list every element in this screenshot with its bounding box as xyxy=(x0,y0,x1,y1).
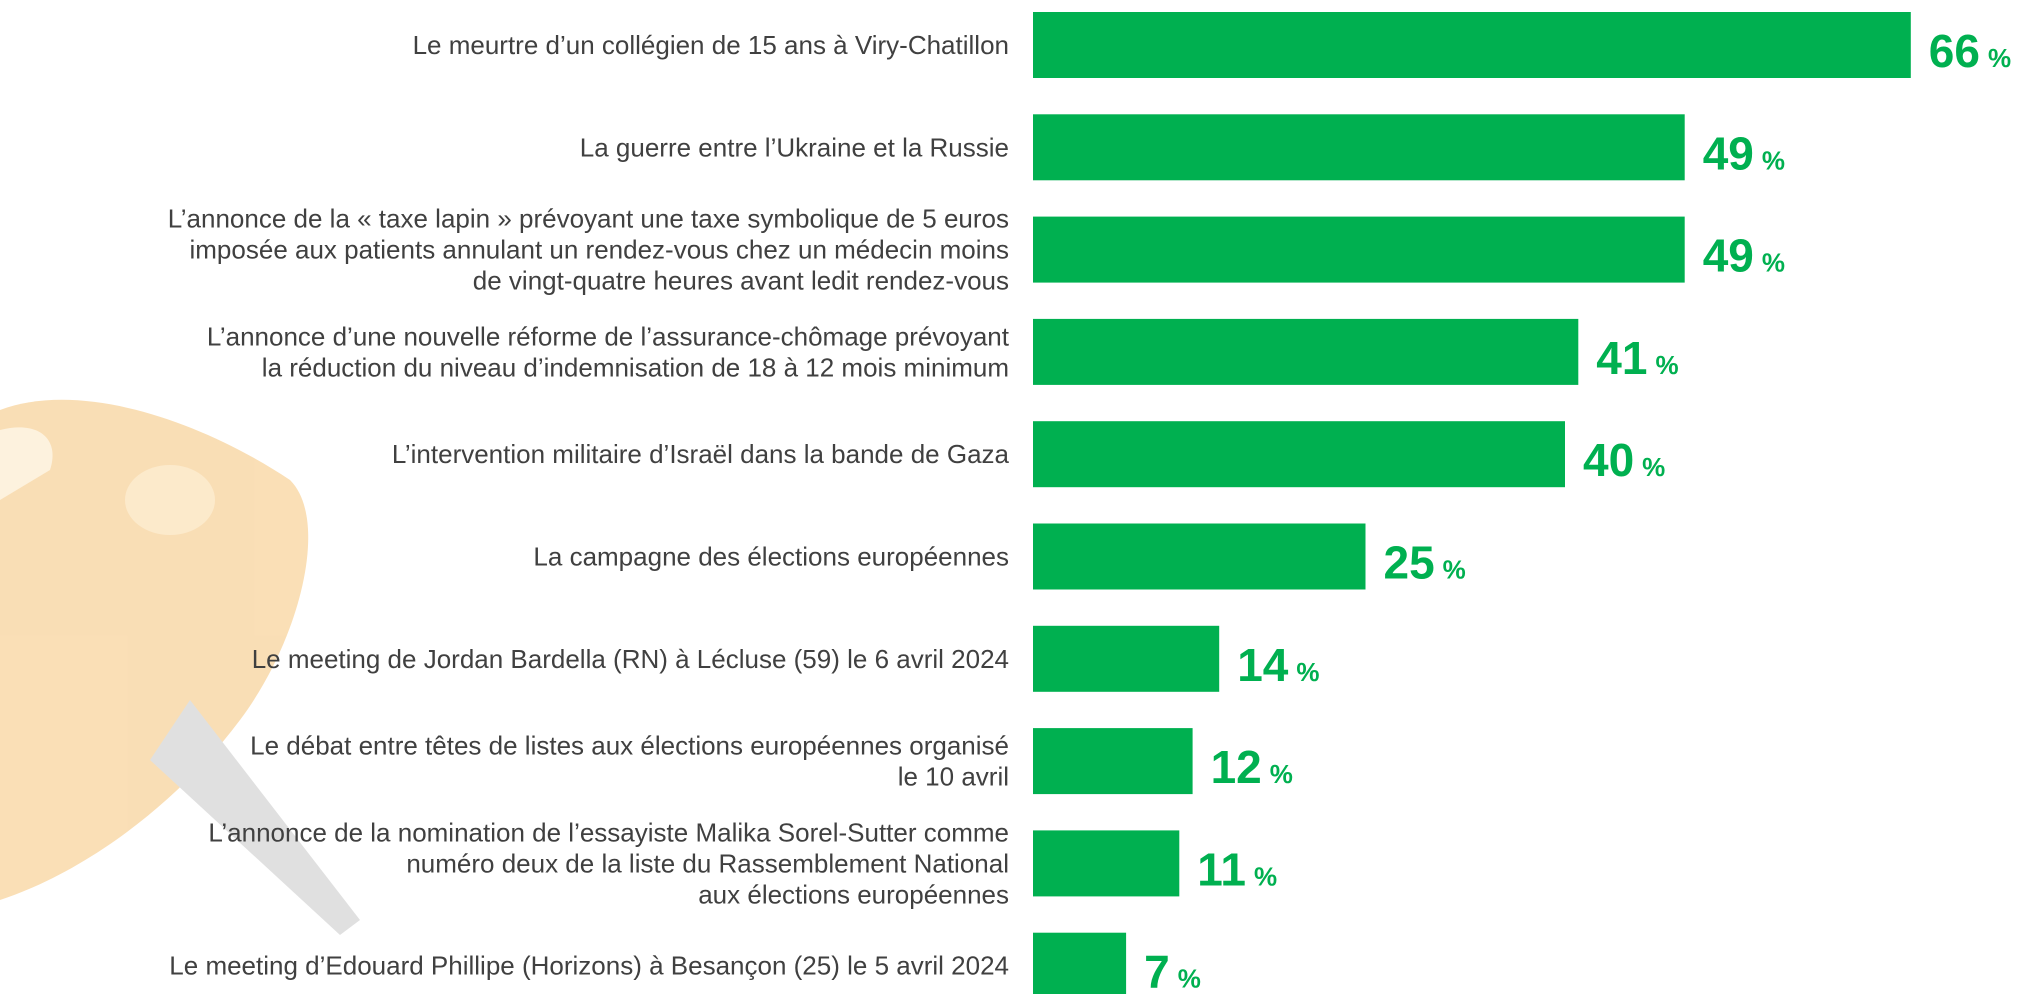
value-unit: % xyxy=(1178,964,1201,994)
background-decoration xyxy=(0,399,360,935)
value-number: 14 xyxy=(1237,639,1289,691)
category-label: La campagne des élections européennes xyxy=(533,542,1009,572)
bar xyxy=(1033,830,1180,897)
category-label: de vingt-quatre heures avant ledit rende… xyxy=(473,266,1009,296)
category-label: aux élections européennes xyxy=(698,879,1009,909)
value-label: 25% xyxy=(1384,537,1466,589)
category-label: Le meeting de Jordan Bardella (RN) à Léc… xyxy=(252,644,1009,674)
category-label: L’annonce d’une nouvelle réforme de l’as… xyxy=(207,321,1010,351)
bar xyxy=(1033,523,1366,590)
bar xyxy=(1033,114,1685,181)
value-label: 14% xyxy=(1237,639,1319,691)
bar xyxy=(1033,318,1579,385)
bar xyxy=(1033,728,1193,795)
value-number: 25 xyxy=(1384,537,1435,589)
category-label: Le meurtre d’un collégien de 15 ans à Vi… xyxy=(413,30,1009,60)
bar xyxy=(1033,12,1911,78)
value-label: 11% xyxy=(1197,843,1277,895)
value-unit: % xyxy=(1296,657,1319,687)
category-label: Le meeting d’Edouard Phillipe (Horizons)… xyxy=(169,951,1009,981)
value-label: 41% xyxy=(1596,332,1678,384)
category-label: imposée aux patients annulant un rendez-… xyxy=(190,235,1010,265)
value-unit: % xyxy=(1762,145,1785,175)
value-number: 11 xyxy=(1197,843,1246,895)
value-label: 40% xyxy=(1583,434,1665,486)
category-label: L’intervention militaire d’Israël dans l… xyxy=(392,439,1010,469)
value-unit: % xyxy=(1988,43,2011,73)
category-label: la réduction du niveau d’indemnisation d… xyxy=(262,352,1009,382)
value-unit: % xyxy=(1254,861,1277,891)
value-number: 66 xyxy=(1929,25,1980,77)
value-unit: % xyxy=(1443,555,1466,585)
value-unit: % xyxy=(1762,248,1785,278)
value-unit: % xyxy=(1270,759,1293,789)
value-number: 49 xyxy=(1703,127,1754,179)
category-label: le 10 avril xyxy=(898,762,1009,792)
bar xyxy=(1033,625,1220,692)
value-label: 7% xyxy=(1144,946,1201,994)
value-number: 7 xyxy=(1144,946,1170,994)
category-label: L’annonce de la « taxe lapin » prévoyant… xyxy=(168,204,1009,234)
value-label: 66% xyxy=(1929,25,2011,77)
bar xyxy=(1033,421,1565,488)
value-number: 41 xyxy=(1596,332,1647,384)
category-label: L’annonce de la nomination de l’essayist… xyxy=(208,817,1009,847)
value-number: 12 xyxy=(1211,741,1262,793)
value-number: 49 xyxy=(1703,230,1754,282)
bar xyxy=(1033,932,1127,994)
value-label: 49% xyxy=(1703,127,1785,179)
category-label: La guerre entre l’Ukraine et la Russie xyxy=(580,132,1009,162)
value-unit: % xyxy=(1642,452,1665,482)
category-label: Le débat entre têtes de listes aux élect… xyxy=(250,731,1009,761)
category-label: numéro deux de la liste du Rassemblement… xyxy=(406,848,1009,878)
value-number: 40 xyxy=(1583,434,1634,486)
value-unit: % xyxy=(1655,350,1678,380)
bar xyxy=(1033,216,1685,283)
value-label: 49% xyxy=(1703,230,1785,282)
value-label: 12% xyxy=(1211,741,1293,793)
